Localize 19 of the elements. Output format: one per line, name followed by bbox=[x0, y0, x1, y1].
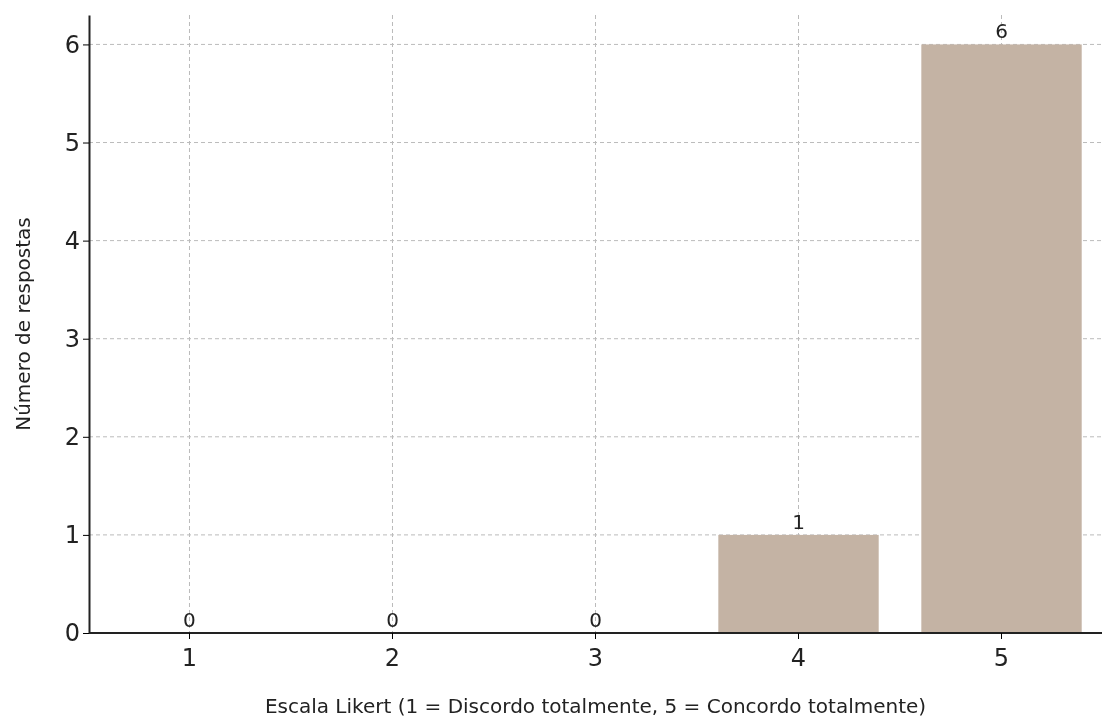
x-axis-title: Escala Likert (1 = Discordo totalmente, 5 = Concordo totalmente) bbox=[264, 694, 927, 718]
data-label: 1 bbox=[792, 509, 805, 534]
x-tick-label: 4 bbox=[790, 644, 807, 672]
y-tick-label: 5 bbox=[64, 128, 80, 157]
x-tick-label: 2 bbox=[384, 644, 401, 672]
x-tick-label: 1 bbox=[181, 644, 198, 672]
x-tick-label: 5 bbox=[993, 644, 1010, 672]
y-tick-label: 4 bbox=[64, 226, 80, 255]
y-tick-label: 0 bbox=[64, 619, 80, 648]
data-label: 0 bbox=[386, 608, 399, 632]
y-tick-label: 6 bbox=[64, 30, 80, 59]
data-label: 0 bbox=[589, 608, 602, 632]
y-tick-label: 1 bbox=[64, 521, 80, 550]
data-label: 6 bbox=[995, 19, 1008, 44]
data-label: 0 bbox=[183, 608, 196, 632]
y-tick-label: 3 bbox=[64, 324, 80, 353]
x-tick-label: 3 bbox=[587, 644, 604, 672]
y-tick-label: 2 bbox=[64, 422, 80, 451]
y-axis-title: Número de respostas bbox=[11, 217, 35, 431]
